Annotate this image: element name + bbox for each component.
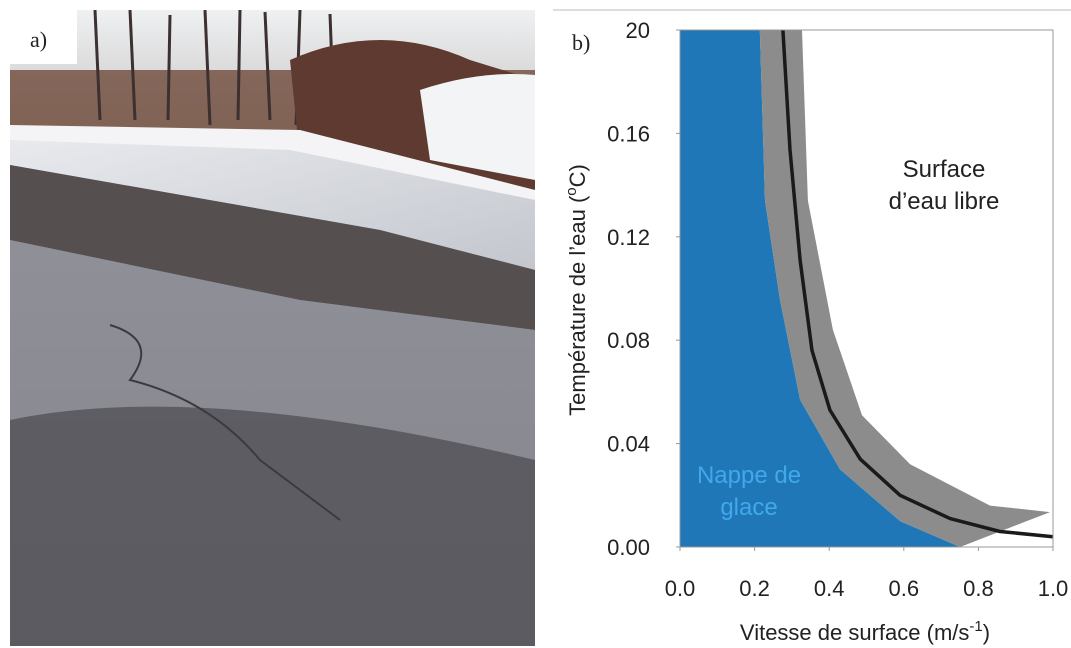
- x-tick-label: 0.4: [814, 576, 845, 601]
- y-tick-label: 0.08: [607, 328, 650, 353]
- photo: [10, 10, 535, 646]
- threshold-curve: [781, 29, 1054, 539]
- panel-label: a): [30, 27, 47, 52]
- y-tick-label: 20: [626, 18, 650, 43]
- x-axis-label-text: ): [983, 620, 990, 645]
- x-tick-label: 1.0: [1038, 576, 1069, 601]
- x-tick-label: 0.6: [889, 576, 920, 601]
- y-axis-label: Température de l’eau (oC): [563, 164, 590, 416]
- x-axis-label-sup: -1: [969, 618, 982, 635]
- annotation-line: Surface: [903, 156, 986, 183]
- y-tick-label: 0.16: [607, 121, 650, 146]
- y-tick-label: 0.12: [607, 225, 650, 250]
- annotation-line: d’eau libre: [889, 188, 1000, 215]
- annotation-line: glace: [720, 494, 777, 521]
- plot-frame: [679, 29, 1054, 548]
- annotation: Nappe de glace: [697, 462, 801, 521]
- x-axis-label-text: Vitesse de surface (m/s: [740, 620, 969, 645]
- y-tick-label: 0.00: [607, 535, 650, 560]
- plot-area: 0.00 0.04 0.08 0.12 0.16 20 0.0 0.2 0.4 0.6 0.8 1.0…: [607, 18, 1068, 601]
- x-axis-label: Vitesse de surface (m/s-1): [740, 618, 990, 645]
- y-tick-label: 0.04: [607, 432, 650, 457]
- panel-label: b): [572, 30, 590, 55]
- annotation: Surface d’eau libre: [889, 156, 1000, 215]
- x-tick-label: 0.2: [739, 576, 770, 601]
- y-axis-label-sup: o: [563, 187, 580, 195]
- y-axis-label-text: C): [565, 164, 590, 187]
- uncertainty-band: [759, 30, 1050, 547]
- y-axis-label-text: Température de l’eau (: [565, 195, 590, 416]
- annotation-line: Nappe de: [697, 462, 801, 489]
- x-tick-label: 0.8: [963, 576, 994, 601]
- ice-area: [680, 30, 961, 547]
- x-tick-label: 0.0: [665, 576, 696, 601]
